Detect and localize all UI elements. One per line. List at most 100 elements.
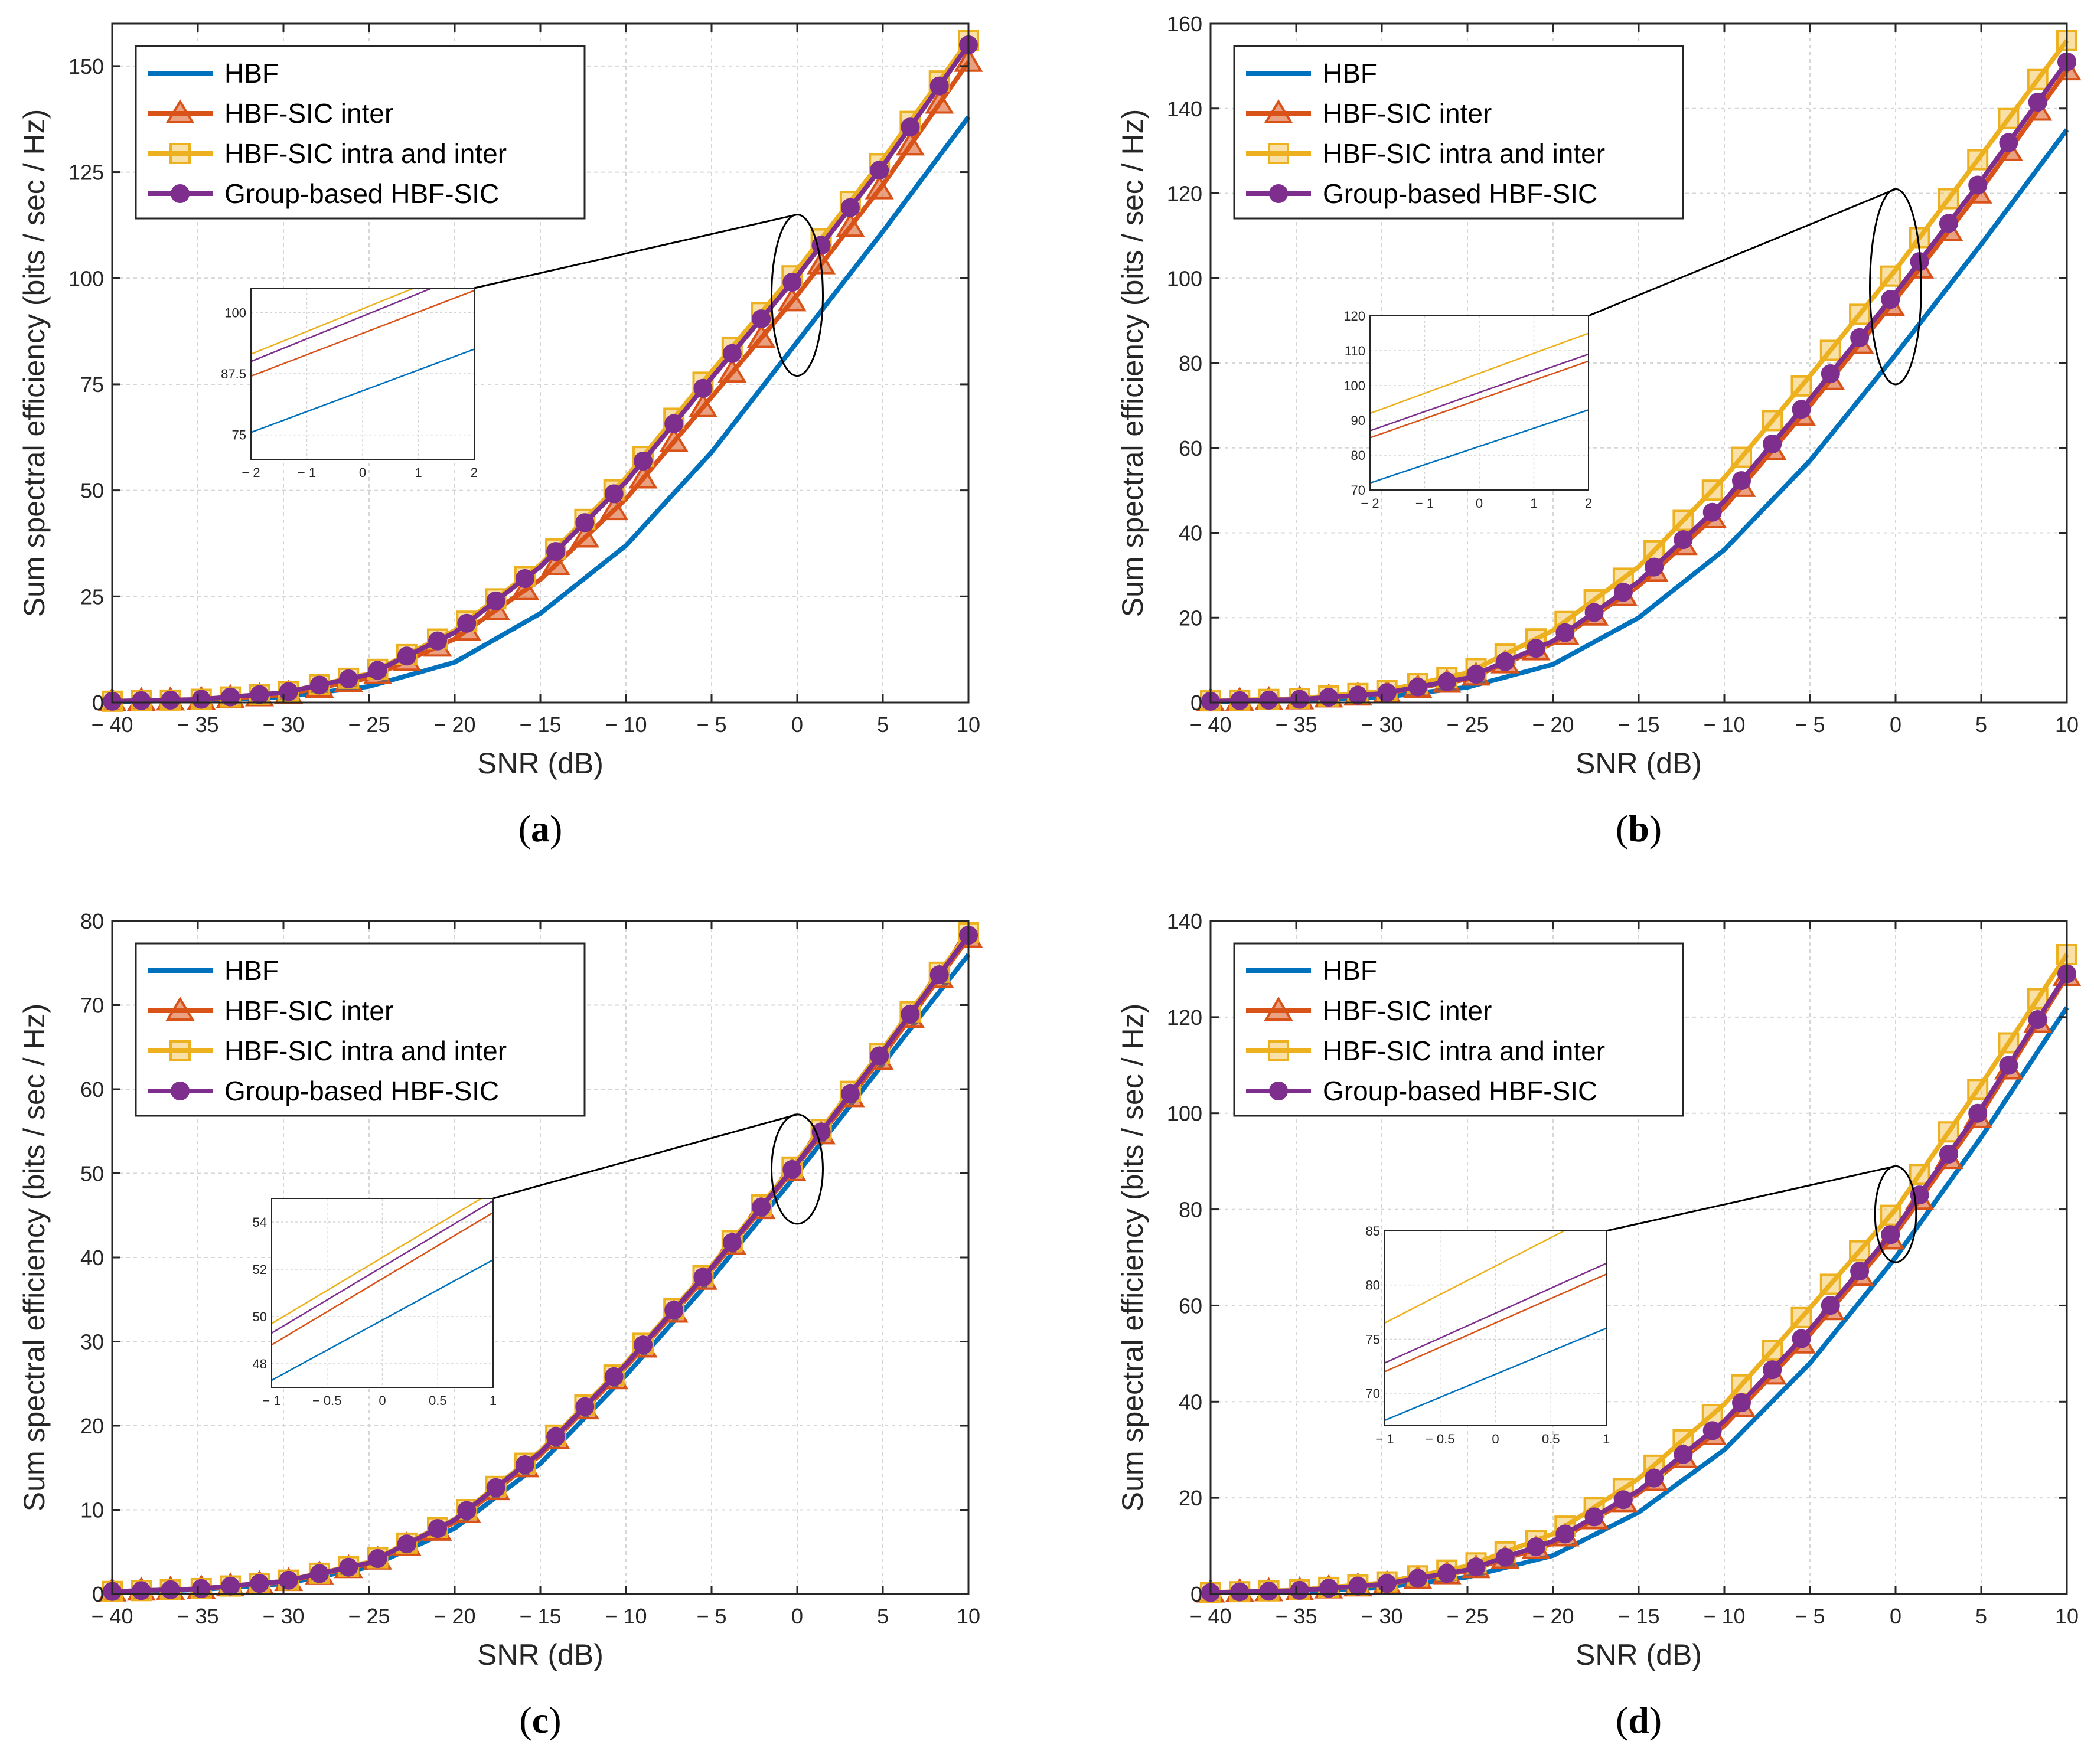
y-tick-label: 100	[69, 266, 104, 290]
legend-label: HBF-SIC intra and inter	[1323, 138, 1605, 169]
x-tick-label: 5	[877, 1604, 889, 1628]
legend-marker	[171, 184, 190, 203]
legend-label: HBF-SIC inter	[224, 995, 393, 1026]
inset-lines	[251, 288, 474, 433]
data-point	[1762, 1340, 1783, 1361]
legend-item-hbf: HBF	[1246, 955, 1377, 986]
x-tick-label: − 30	[262, 713, 304, 737]
x-tick-label: − 20	[1532, 1604, 1574, 1628]
chart-panel-c: − 40− 35− 30− 25− 20− 15− 10− 5 0 5 1001020…	[18, 909, 983, 1741]
x-tick-label: 0	[791, 713, 803, 737]
data-point	[1613, 1490, 1633, 1510]
y-tick-label: 40	[1179, 1390, 1202, 1414]
data-point	[811, 1122, 831, 1142]
inset-lines	[1385, 1231, 1606, 1421]
data-point	[1763, 434, 1782, 453]
x-tick-label: − 20	[433, 713, 475, 737]
data-point	[1527, 1537, 1545, 1557]
data-point	[1762, 410, 1783, 432]
data-point	[870, 161, 889, 180]
data-point	[486, 591, 505, 610]
legend-label: HBF-SIC intra and inter	[1323, 1035, 1605, 1066]
legend: HBF HBF-SIC inter HBF-SIC intra and inter G…	[135, 942, 586, 1117]
caption-open: (	[1616, 1699, 1628, 1741]
data-point	[1819, 339, 1841, 361]
data-point	[870, 1046, 889, 1066]
data-point	[1672, 509, 1694, 531]
zoom-inset: − 2 − 1 0 1 2 70 80 90 100 110 120	[1343, 188, 1896, 511]
data-point	[634, 452, 653, 471]
data-point	[546, 1427, 566, 1446]
data-point	[368, 661, 387, 680]
data-point	[515, 1455, 534, 1475]
data-point	[1849, 1240, 1871, 1262]
inset-y-tick-label: 90	[1351, 413, 1365, 428]
inset-line-group-based-hbf-sic	[272, 1200, 493, 1334]
x-tick-label: − 35	[1275, 713, 1317, 737]
inset-x-tick-label: − 1	[1415, 496, 1434, 511]
data-point	[1938, 188, 1959, 210]
data-point	[1999, 1056, 2018, 1075]
data-point	[1348, 1576, 1368, 1596]
data-point	[1967, 149, 1989, 171]
x-tick-label: − 30	[1361, 1604, 1402, 1628]
data-point	[510, 576, 540, 600]
zoom-connector-line	[1606, 1165, 1896, 1232]
data-point	[221, 1576, 240, 1596]
data-point	[515, 569, 534, 589]
inset-x-tick-label: − 1	[1375, 1432, 1394, 1446]
inset-line-hbf-sic-inter	[251, 289, 474, 377]
x-tick-label: − 15	[519, 1604, 561, 1628]
inset-y-tick-label: 100	[1343, 378, 1365, 393]
x-tick-label: − 20	[433, 1604, 475, 1628]
data-point	[1495, 652, 1515, 671]
inset-x-tick-label: 0	[1492, 1432, 1499, 1446]
data-point	[1938, 1121, 1959, 1143]
data-point	[865, 175, 894, 200]
data-point	[1377, 1574, 1397, 1593]
data-point	[752, 309, 771, 329]
legend-item-hbf: HBF	[1246, 58, 1377, 89]
data-point	[1466, 665, 1486, 684]
data-point	[1790, 375, 1812, 397]
x-tick-label: − 35	[177, 713, 218, 737]
caption-open: (	[1616, 808, 1628, 850]
data-point	[1584, 603, 1604, 622]
inset-y-tick-label: 75	[232, 428, 246, 443]
y-tick-label: 0	[1190, 1582, 1202, 1606]
legend-marker	[169, 1040, 191, 1061]
y-tick-label: 60	[1179, 436, 1202, 460]
data-point	[575, 1397, 595, 1416]
data-point	[1437, 1564, 1457, 1583]
data-point	[457, 613, 477, 633]
data-point	[397, 646, 416, 666]
x-tick-label: − 15	[1617, 713, 1659, 737]
chart-panel-d: − 40− 35− 30− 25− 20− 15− 10− 5 0 5 1002040…	[1116, 909, 2082, 1741]
y-tick-label: 100	[1167, 1102, 1202, 1126]
data-point	[279, 1570, 298, 1590]
legend-item-hbf-sic-inter: HBF-SIC inter	[1246, 995, 1492, 1026]
data-point	[604, 1367, 624, 1386]
legend-label: HBF-SIC intra and inter	[224, 1035, 507, 1066]
data-point	[1613, 583, 1633, 602]
legend-label: Group-based HBF-SIC	[224, 1076, 499, 1106]
data-point	[1850, 328, 1870, 347]
inset-y-tick-label: 48	[253, 1357, 267, 1371]
y-tick-label: 60	[1179, 1293, 1202, 1318]
panel-caption: (b)	[1616, 808, 1662, 850]
data-point	[1674, 530, 1693, 550]
y-tick-label: 40	[80, 1246, 104, 1270]
data-point	[1998, 107, 2020, 129]
legend-item-hbf-sic-intra-inter: HBF-SIC intra and inter	[1246, 1035, 1605, 1066]
data-point	[1702, 1421, 1722, 1440]
data-point	[1377, 683, 1397, 703]
data-point	[1881, 1225, 1900, 1244]
data-point	[1495, 1547, 1515, 1567]
inset-x-tick-label: 1	[1530, 496, 1537, 511]
x-tick-label: − 40	[1189, 1604, 1231, 1628]
inset-line-group-based-hbf-sic	[1385, 1262, 1606, 1364]
inset-y-tick-label: 70	[1351, 483, 1365, 498]
data-point	[221, 687, 240, 707]
caption-letter: d	[1628, 1699, 1649, 1741]
